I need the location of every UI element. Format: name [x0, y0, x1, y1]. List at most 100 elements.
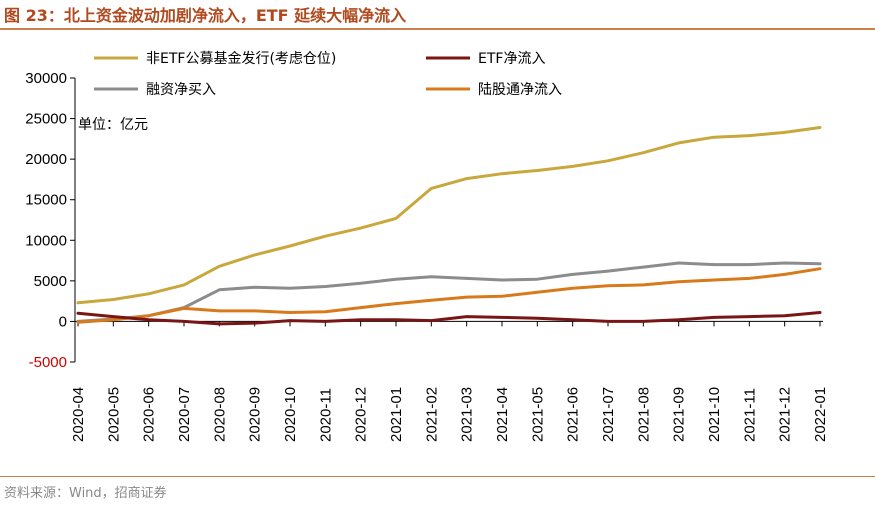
data-point	[465, 177, 468, 180]
legend-item: 非ETF公募基金发行(考虑仓位)	[94, 50, 336, 67]
data-point	[571, 273, 574, 276]
data-point	[783, 261, 786, 265]
data-point	[606, 320, 610, 323]
data-point	[359, 226, 362, 230]
y-tick-label: 15000	[25, 192, 67, 209]
data-point	[76, 301, 80, 304]
data-point	[606, 284, 610, 287]
chart-axes: 300002500020000150001000050000-50002020-…	[25, 70, 829, 442]
legend-label: 非ETF公募基金发行(考虑仓位)	[146, 50, 336, 67]
data-point	[218, 322, 221, 326]
data-point	[324, 285, 327, 288]
x-tick-label: 2021-01	[388, 387, 405, 442]
data-point	[394, 318, 398, 321]
legend-item: ETF净流入	[426, 51, 545, 67]
x-tick-label: 2020-12	[353, 387, 370, 442]
data-point	[288, 311, 292, 314]
x-tick-label: 2021-06	[565, 387, 582, 442]
data-point	[253, 321, 256, 325]
data-point	[147, 314, 150, 317]
x-tick-label: 2021-07	[600, 387, 617, 442]
data-point	[748, 315, 751, 318]
data-point	[324, 320, 327, 323]
data-point	[112, 318, 115, 321]
y-tick-label: 20000	[25, 151, 67, 168]
y-tick-label: 25000	[25, 111, 67, 128]
x-tick-label: 2021-08	[635, 387, 652, 442]
x-tick-label: 2020-10	[282, 387, 299, 442]
data-point	[394, 217, 398, 220]
data-point	[394, 302, 398, 305]
data-point	[324, 310, 327, 313]
data-point	[818, 126, 822, 129]
y-tick-label: 0	[59, 313, 67, 330]
data-point	[642, 283, 645, 287]
data-point	[218, 288, 221, 291]
data-point	[748, 134, 751, 137]
x-tick-label: 2021-10	[706, 387, 723, 442]
data-point	[465, 315, 468, 318]
data-point	[147, 292, 150, 295]
data-point	[712, 316, 716, 319]
legend-label: 融资净买入	[146, 82, 216, 98]
x-tick-label: 2020-04	[70, 387, 87, 442]
data-point	[288, 244, 292, 248]
data-point	[76, 321, 80, 324]
data-point	[748, 277, 751, 280]
x-tick-label: 2021-03	[459, 387, 476, 442]
data-point	[430, 275, 433, 278]
data-point	[288, 319, 292, 322]
data-point	[430, 319, 433, 322]
data-point	[112, 298, 115, 301]
data-point	[500, 278, 504, 282]
x-tick-label: 2021-11	[741, 388, 758, 442]
data-point	[536, 278, 539, 281]
data-point	[642, 265, 645, 269]
data-point	[677, 261, 680, 265]
series-line	[76, 126, 822, 305]
data-point	[253, 253, 256, 257]
data-point	[677, 141, 680, 145]
data-point	[712, 278, 716, 282]
data-point	[606, 159, 610, 162]
data-point	[677, 318, 680, 321]
data-point	[500, 316, 504, 319]
series-3	[76, 267, 822, 324]
data-point	[536, 291, 539, 294]
data-point	[606, 269, 610, 273]
data-point	[642, 320, 645, 323]
x-tick-label: 2022-01	[812, 387, 829, 442]
y-tick-label: 10000	[25, 232, 67, 249]
data-point	[147, 318, 150, 321]
data-point	[783, 314, 786, 317]
footer-divider	[0, 476, 875, 477]
series-0	[76, 126, 822, 305]
x-tick-label: 2020-05	[105, 387, 122, 442]
data-point	[288, 287, 292, 290]
x-tick-label: 2021-02	[423, 387, 440, 442]
data-point	[783, 131, 786, 134]
data-point	[253, 286, 256, 289]
x-tick-label: 2020-11	[317, 388, 334, 442]
y-tick-label: 5000	[34, 273, 67, 290]
data-point	[253, 309, 256, 313]
y-tick-label: -5000	[29, 354, 67, 371]
data-point	[500, 295, 504, 298]
x-tick-label: 2020-09	[247, 387, 264, 442]
legend-label: ETF净流入	[478, 51, 545, 67]
title-divider	[0, 28, 875, 30]
chart-series	[76, 126, 822, 326]
data-point	[394, 278, 398, 281]
data-point	[571, 318, 574, 321]
data-point	[642, 151, 645, 154]
data-point	[818, 267, 822, 270]
data-point	[783, 273, 786, 276]
x-tick-label: 2021-04	[494, 387, 511, 442]
legend-label: 陆股通净流入	[478, 82, 562, 98]
data-point	[465, 277, 468, 280]
series-1	[76, 311, 822, 326]
data-point	[359, 306, 362, 309]
data-point	[359, 282, 362, 285]
